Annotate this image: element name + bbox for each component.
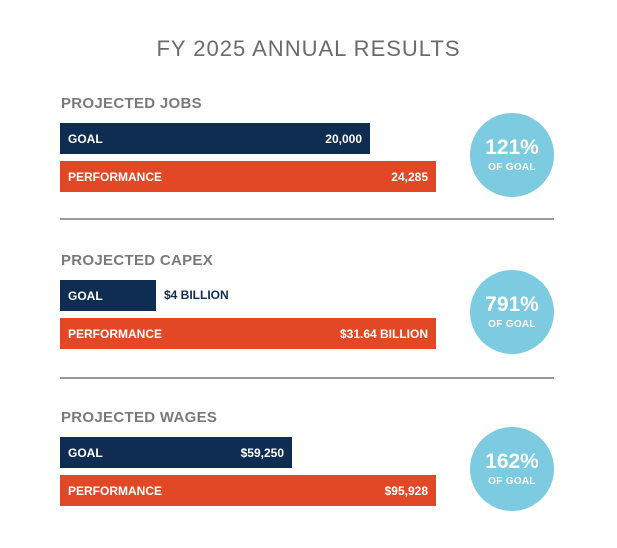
goal-label: GOAL bbox=[68, 131, 103, 146]
performance-bar: PERFORMANCE 24,285 bbox=[60, 161, 436, 192]
goal-value: 20,000 bbox=[325, 131, 362, 146]
goal-label: GOAL bbox=[68, 445, 103, 460]
section-title: PROJECTED JOBS bbox=[61, 95, 202, 112]
section-projected-capex: PROJECTED CAPEX GOAL $4 BILLION PERFORMA… bbox=[0, 252, 617, 382]
performance-label: PERFORMANCE bbox=[68, 483, 163, 498]
performance-bar: PERFORMANCE $95,928 bbox=[60, 475, 436, 506]
goal-label: GOAL bbox=[68, 288, 103, 303]
section-divider bbox=[60, 377, 554, 379]
percent-of-goal-badge: 162% OF GOAL bbox=[470, 427, 554, 511]
section-title: PROJECTED CAPEX bbox=[61, 252, 214, 269]
performance-label: PERFORMANCE bbox=[68, 169, 163, 184]
performance-value: $95,928 bbox=[384, 483, 428, 498]
goal-bar: GOAL $59,250 bbox=[60, 437, 292, 468]
section-divider bbox=[60, 218, 554, 220]
section-projected-wages: PROJECTED WAGES GOAL $59,250 PERFORMANCE… bbox=[0, 409, 617, 539]
performance-label: PERFORMANCE bbox=[68, 326, 163, 341]
performance-value: $31.64 BILLION bbox=[339, 326, 428, 341]
goal-value: $4 BILLION bbox=[164, 288, 229, 302]
percent-value: 121% bbox=[485, 136, 539, 159]
percent-of-goal-badge: 121% OF GOAL bbox=[470, 113, 554, 197]
percent-label: OF GOAL bbox=[488, 162, 536, 173]
percent-label: OF GOAL bbox=[488, 319, 536, 330]
percent-label: OF GOAL bbox=[488, 476, 536, 487]
percent-of-goal-badge: 791% OF GOAL bbox=[470, 270, 554, 354]
percent-value: 162% bbox=[485, 450, 539, 473]
section-title: PROJECTED WAGES bbox=[61, 409, 218, 426]
goal-bar: GOAL 20,000 bbox=[60, 123, 370, 154]
percent-value: 791% bbox=[485, 293, 539, 316]
goal-bar: GOAL bbox=[60, 280, 156, 311]
performance-value: 24,285 bbox=[391, 169, 428, 184]
section-projected-jobs: PROJECTED JOBS GOAL 20,000 PERFORMANCE 2… bbox=[0, 95, 617, 225]
performance-bar: PERFORMANCE $31.64 BILLION bbox=[60, 318, 436, 349]
goal-value: $59,250 bbox=[240, 445, 284, 460]
chart-title: FY 2025 ANNUAL RESULTS bbox=[156, 36, 461, 61]
